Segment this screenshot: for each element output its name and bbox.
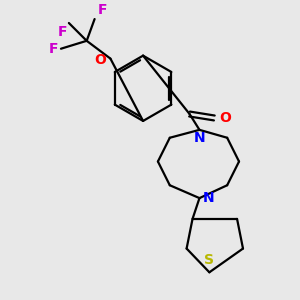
Text: F: F [49,42,58,56]
Text: O: O [219,111,231,125]
Text: F: F [98,3,107,17]
Text: N: N [194,131,205,145]
Text: O: O [94,52,106,67]
Text: F: F [57,25,67,39]
Text: N: N [202,191,214,205]
Text: S: S [204,254,214,267]
